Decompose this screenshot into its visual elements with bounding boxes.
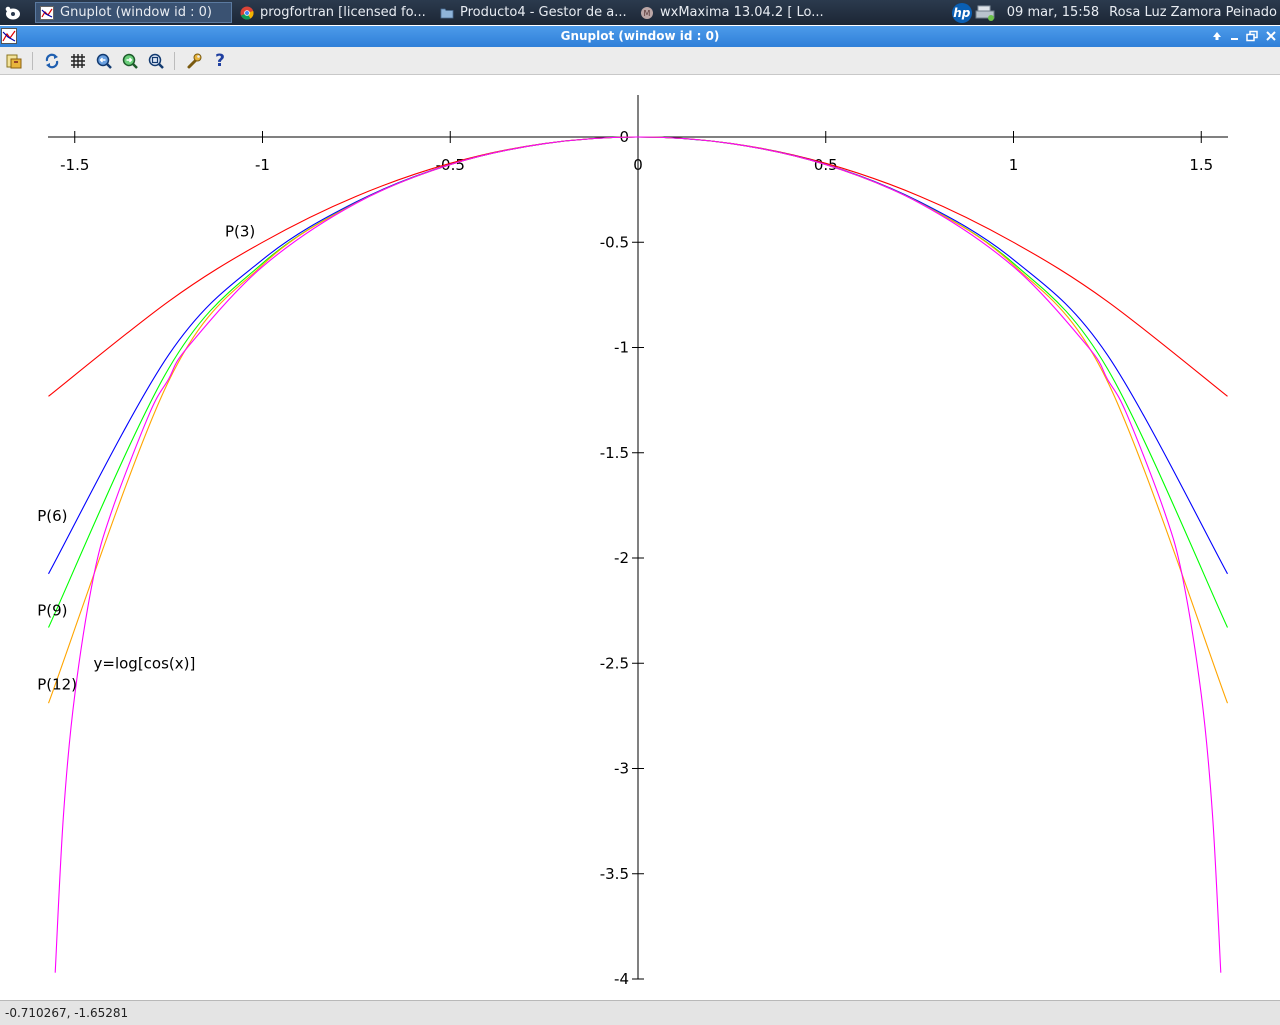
system-tray: hp 09 mar, 15:58 Rosa Luz Zamora Peinado [951,0,1280,25]
task-label: Producto4 - Gestor de a... [460,5,627,20]
zoom-next-icon [122,53,138,69]
xfce-mouse-icon [5,6,20,19]
maximize-icon[interactable] [1245,29,1259,43]
x-tick-label: 1.5 [1189,156,1213,174]
y-tick-label: -2.5 [600,654,629,672]
curve-label: P(9) [37,602,67,620]
curve-label: P(6) [37,507,67,525]
task-file-manager[interactable]: Producto4 - Gestor de a... [436,2,632,23]
y-tick-label: -3.5 [600,865,629,883]
close-icon[interactable] [1264,29,1278,43]
wxmaxima-icon: M [641,6,653,19]
task-label: Gnuplot (window id : 0) [60,5,212,20]
x-tick-label: -1.5 [60,156,89,174]
replot-button[interactable] [42,51,62,71]
window-title: Gnuplot (window id : 0) [560,29,720,43]
annotation-layer: P(3) P(6) P(9) P(12) y=log[cos(x)] [37,223,255,694]
task-wxmaxima[interactable]: M wxMaxima 13.04.2 [ Lo... [636,2,836,23]
task-label: wxMaxima 13.04.2 [ Lo... [660,5,824,20]
autoscale-icon [148,53,164,69]
gnuplot-icon [40,5,54,20]
y-tick-label: -1 [614,339,629,357]
plot-canvas[interactable]: -1.5 -1 -0.5 0 0.5 1 1.5 0 -0.5 -1 -1.5 -2 -2.5 -3 -3… [0,75,1280,1000]
options-button[interactable] [184,51,204,71]
autoscale-button[interactable] [146,51,166,71]
chrome-icon [240,6,254,20]
help-button[interactable]: ? [210,51,230,71]
y-tick-label: -4 [614,970,629,988]
svg-text:M: M [644,9,651,18]
gnuplot-window-icon[interactable] [1,28,17,44]
y-ticks: 0 -0.5 -1 -1.5 -2 -2.5 -3 -3.5 -4 [600,128,644,988]
mouse-coordinates: -0.710267, -1.65281 [5,1006,129,1020]
y-tick-label: -0.5 [600,233,629,251]
clock[interactable]: 09 mar, 15:58 [1006,5,1100,20]
task-gnuplot[interactable]: Gnuplot (window id : 0) [35,2,232,23]
export-icon [6,54,22,69]
start-menu-button[interactable] [2,2,24,23]
series-layer [47,136,1229,973]
curve-label: y=log[cos(x)] [94,654,196,672]
task-chrome[interactable]: progfortran [licensed fo... [236,2,432,23]
zoom-previous-icon [96,53,112,69]
help-icon: ? [215,51,225,71]
grid-icon [71,54,85,68]
minimize-icon[interactable] [1228,29,1242,43]
y-tick-label: -3 [614,760,629,778]
taskbar: Gnuplot (window id : 0) progfortran [lic… [0,0,1280,25]
hp-logo-icon[interactable]: hp [951,2,972,23]
curve-label: P(3) [225,223,255,241]
task-label: progfortran [licensed fo... [260,5,426,20]
toolbar-separator [174,52,175,70]
x-tick-label: 0 [633,156,643,174]
x-tick-label: 1 [1009,156,1019,174]
curve-label: P(12) [37,675,77,693]
series-line [54,136,1222,973]
zoom-previous-button[interactable] [94,51,114,71]
user-name[interactable]: Rosa Luz Zamora Peinado [1109,5,1277,20]
window-titlebar[interactable]: Gnuplot (window id : 0) [0,26,1280,47]
zoom-next-button[interactable] [120,51,140,71]
export-button[interactable] [4,51,24,71]
gnuplot-toolbar: ? [0,47,1280,75]
plot-svg[interactable]: -1.5 -1 -0.5 0 0.5 1 1.5 0-0.5-1-1.5-2-2.5-3-3… [0,75,1280,1000]
status-bar: -0.710267, -1.65281 [0,1000,1280,1025]
up-arrow-icon[interactable] [1210,29,1224,43]
toolbar-separator [32,52,33,70]
folder-icon [440,8,454,18]
options-icon [187,53,202,69]
replot-icon [45,53,59,69]
x-tick-label: -1 [255,156,270,174]
printer-icon[interactable] [975,4,997,22]
y-tick-label: -2 [614,549,629,567]
y-tick-label: -1.5 [600,444,629,462]
grid-button[interactable] [68,51,88,71]
